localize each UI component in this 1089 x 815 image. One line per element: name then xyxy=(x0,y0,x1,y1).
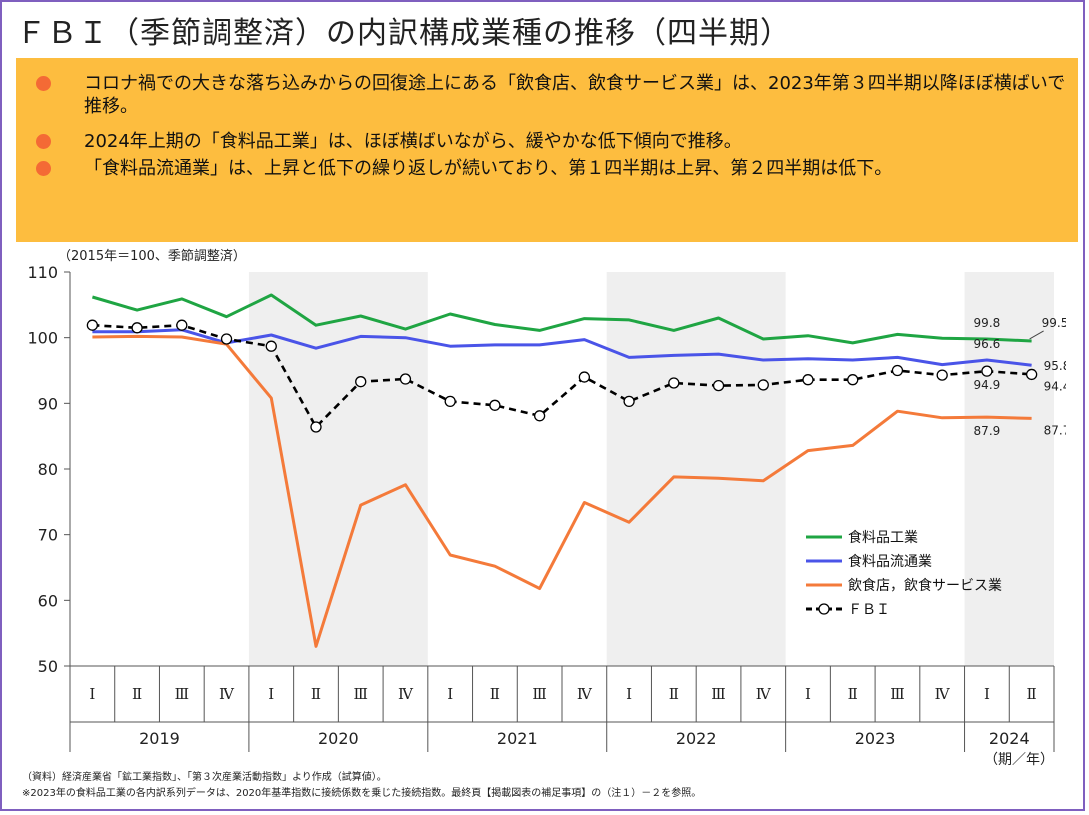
shaded-year-band xyxy=(964,272,1054,666)
summary-bullet-1: コロナ禍での大きな落ち込みからの回復途上にある「飲食店、飲食サービス業」は、20… xyxy=(34,72,1068,118)
fbi-point-marker xyxy=(802,374,814,386)
year-label: 2022 xyxy=(676,729,717,748)
summary-bullet-text: コロナ禍での大きな落ち込みからの回復途上にある「飲食店、飲食サービス業」は、20… xyxy=(84,73,1066,117)
quarter-label: Ⅲ xyxy=(353,685,367,703)
data-label: 94.4 xyxy=(1044,379,1066,393)
fbi-point-marker xyxy=(176,319,188,331)
quarter-label: Ⅱ xyxy=(1027,685,1037,703)
page-title: ＦＢＩ（季節調整済）の内訳構成業種の推移（四半期） xyxy=(16,16,791,51)
quarter-label: Ⅳ xyxy=(219,685,235,703)
bullet-dot-icon xyxy=(36,161,51,176)
bullet-dot-icon xyxy=(36,76,51,91)
data-label: 94.9 xyxy=(974,378,1001,392)
fbi-point-marker xyxy=(131,322,143,334)
y-tick-label: 70 xyxy=(38,526,58,545)
year-label: 2021 xyxy=(497,729,538,748)
data-label: 96.6 xyxy=(974,337,1001,351)
series-line-1 xyxy=(92,328,1032,367)
bullet-dot-icon xyxy=(36,134,51,149)
summary-bullet-2: 2024年上期の「食料品工業」は、ほぼ横ばいながら、緩やかな低下傾向で推移。 xyxy=(34,130,1068,153)
unit-label: （2015年＝100、季節調整済） xyxy=(58,248,246,264)
quarter-label: Ⅳ xyxy=(935,685,951,703)
summary-bullet-text: 2024年上期の「食料品工業」は、ほぼ横ばいながら、緩やかな低下傾向で推移。 xyxy=(84,131,742,152)
fbi-point-marker xyxy=(668,377,680,389)
year-label: 2024 xyxy=(989,729,1030,748)
fbi-point-marker xyxy=(399,373,412,385)
source-notes: （資料）経済産業省「鉱工業指数」、「第３次産業活動指数」より作成（試算値）。 ※… xyxy=(22,770,701,802)
quarter-label: Ⅰ xyxy=(984,685,990,703)
fbi-point-marker xyxy=(444,395,456,408)
data-label: 99.5 xyxy=(1042,316,1066,330)
x-unit-label: （期／年） xyxy=(984,752,1054,768)
legend-label: 食料品流通業 xyxy=(848,553,932,570)
summary-bullet-3: 「食料品流通業」は、上昇と低下の繰り返しが続いており、第１四半期は上昇、第２四半… xyxy=(34,157,1068,180)
y-tick-label: 100 xyxy=(27,329,58,348)
fbi-line-chart: （2015年＝100、季節調整済） 50 60 70 80 90 100 110 Ⅰ Ⅱ Ⅲ Ⅳ Ⅰ Ⅱ Ⅲ… xyxy=(27,248,1066,768)
data-label: 87.7 xyxy=(1044,423,1066,437)
quarter-label: Ⅰ xyxy=(447,685,453,703)
y-tick-label: 90 xyxy=(38,394,58,413)
summary-box: コロナ禍での大きな落ち込みからの回復途上にある「飲食店、飲食サービス業」は、20… xyxy=(16,58,1078,242)
y-tick-label: 80 xyxy=(38,460,58,479)
quarter-label: Ⅳ xyxy=(756,685,772,703)
series-line-3 xyxy=(92,323,1032,429)
data-label: 95.8 xyxy=(1044,359,1066,373)
series-line-0 xyxy=(91,293,1032,345)
y-tick-label: 110 xyxy=(27,263,58,282)
source-note: （資料）経済産業省「鉱工業指数」、「第３次産業活動指数」より作成（試算値）。 xyxy=(22,772,387,783)
fbi-point-marker xyxy=(712,379,725,392)
fbi-point-marker xyxy=(310,421,322,433)
quarter-label: Ⅳ xyxy=(577,685,593,703)
fbi-point-marker xyxy=(578,371,591,383)
fbi-point-marker xyxy=(533,410,546,422)
legend-label: ＦＢＩ xyxy=(848,602,890,618)
fbi-point-marker xyxy=(265,340,277,352)
quarter-label: Ⅱ xyxy=(848,685,858,703)
fbi-point-marker xyxy=(981,365,993,377)
fbi-point-marker xyxy=(936,369,948,381)
fbi-point-marker xyxy=(220,333,233,345)
fbi-point-marker xyxy=(847,374,859,386)
data-label: 87.9 xyxy=(974,424,1001,438)
supplement-note: ※2023年の食料品工業の各内訳系列データは、2020年基準指数に接続係数を乗じ… xyxy=(22,788,702,799)
quarter-label: Ⅲ xyxy=(711,685,725,703)
shaded-year-band xyxy=(606,272,786,666)
fbi-point-marker xyxy=(489,399,501,411)
quarter-label: Ⅱ xyxy=(669,685,679,703)
fbi-point-marker xyxy=(757,379,769,391)
shaded-year-band xyxy=(248,272,428,666)
quarter-label: Ⅰ xyxy=(89,685,95,703)
fbi-point-marker xyxy=(891,364,904,377)
year-label: 2020 xyxy=(318,729,359,748)
fbi-point-marker xyxy=(623,395,635,408)
fbi-point-marker xyxy=(355,376,367,388)
fbi-point-marker xyxy=(86,319,99,331)
legend-label: 飲食店，飲食サービス業 xyxy=(848,577,1002,594)
data-label-leader xyxy=(1029,330,1044,340)
legend-marker xyxy=(818,603,830,615)
quarter-label: Ⅰ xyxy=(626,685,632,703)
quarter-label: Ⅲ xyxy=(890,685,904,703)
year-label: 2019 xyxy=(139,729,180,748)
quarter-label: Ⅱ xyxy=(490,685,500,703)
quarter-label: Ⅰ xyxy=(805,685,811,703)
year-label: 2023 xyxy=(855,729,896,748)
quarter-label: Ⅱ xyxy=(132,685,142,703)
quarter-label: Ⅲ xyxy=(175,685,189,703)
series-line-2 xyxy=(92,334,1032,648)
quarter-label: Ⅰ xyxy=(268,685,274,703)
summary-bullet-text: 「食料品流通業」は、上昇と低下の繰り返しが続いており、第１四半期は上昇、第２四半… xyxy=(84,158,893,179)
quarter-label: Ⅳ xyxy=(398,685,414,703)
y-tick-label: 60 xyxy=(38,591,58,610)
y-tick-label: 50 xyxy=(38,657,58,676)
legend-label: 食料品工業 xyxy=(848,529,918,546)
fbi-point-marker xyxy=(1025,368,1038,381)
quarter-label: Ⅱ xyxy=(311,685,321,703)
quarter-label: Ⅲ xyxy=(532,685,546,703)
data-label: 99.8 xyxy=(974,316,1001,330)
